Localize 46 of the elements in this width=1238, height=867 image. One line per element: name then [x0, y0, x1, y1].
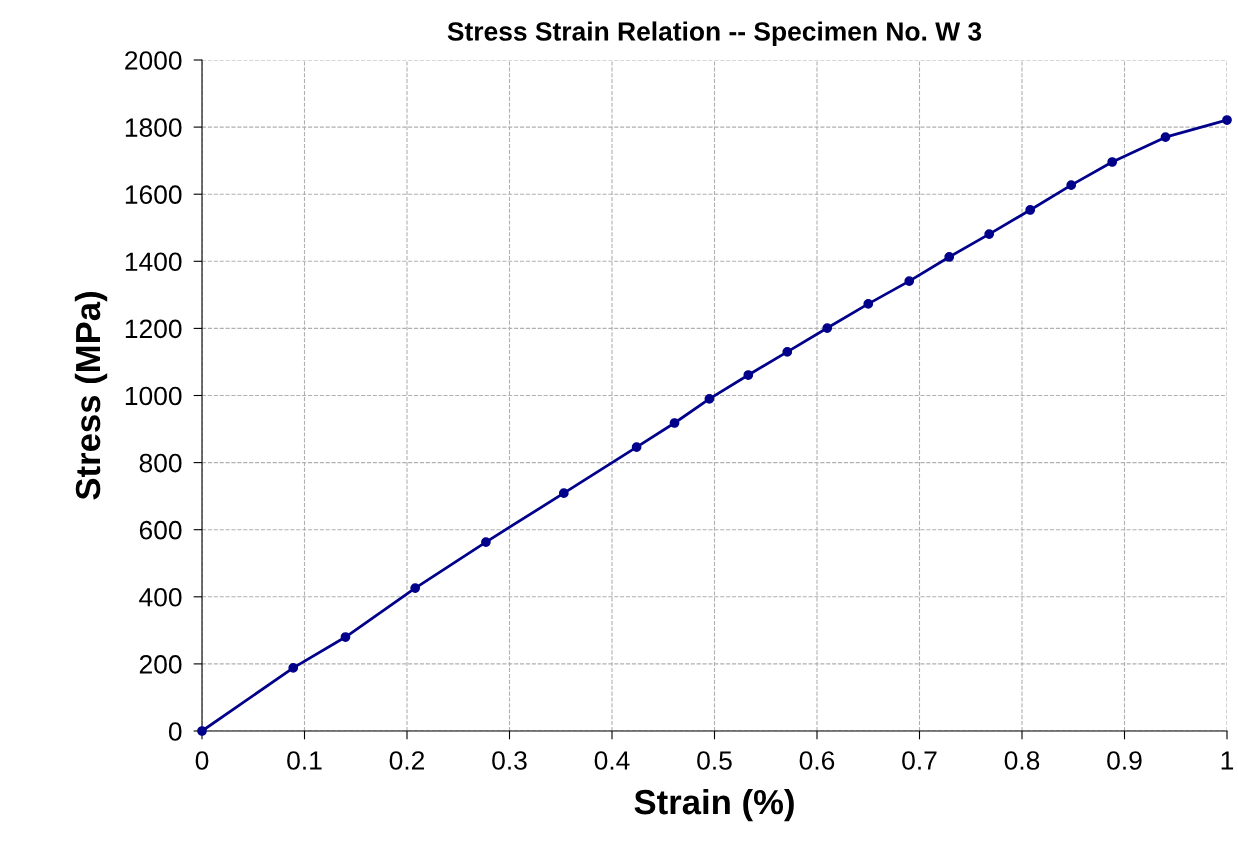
- x-tick-label: 0.4: [594, 751, 630, 770]
- point: [288, 663, 299, 673]
- y-tick-label: 1600: [125, 185, 182, 205]
- point: [822, 323, 833, 333]
- point: [984, 229, 995, 239]
- point: [782, 347, 793, 357]
- point: [558, 488, 569, 498]
- point: [340, 632, 351, 642]
- point: [1160, 132, 1171, 143]
- y-tick-label: 800: [139, 453, 182, 473]
- y-tick-label: 1800: [125, 118, 182, 137]
- x-tick-label: 0.9: [1107, 751, 1142, 770]
- x-tick-label: 0.3: [492, 751, 527, 770]
- point: [1222, 115, 1232, 125]
- y-tick-label: 600: [139, 520, 182, 540]
- point: [631, 442, 642, 453]
- y-tick-label: 1000: [125, 386, 182, 406]
- y-tick-label: 2000: [125, 51, 182, 70]
- y-tick-label: 1200: [125, 319, 182, 339]
- point: [1066, 180, 1077, 191]
- x-axis-title: Strain (%): [634, 788, 794, 822]
- x-tick-label: 0: [195, 751, 209, 770]
- x-tick-label: 0.5: [697, 751, 732, 770]
- y-tick-label: 1400: [125, 252, 182, 272]
- point: [481, 537, 491, 547]
- point: [863, 299, 874, 309]
- x-tick-label: 0.8: [1004, 751, 1040, 770]
- chart-title: Stress Strain Relation -- Specimen No. W 3: [447, 21, 982, 47]
- point: [669, 418, 680, 428]
- y-tick-label: 200: [139, 655, 182, 674]
- x-tick-label: 0.6: [799, 751, 835, 770]
- point: [944, 252, 955, 262]
- point: [197, 726, 207, 736]
- x-tick-label: 1: [1221, 751, 1234, 770]
- y-tick-label: 400: [139, 587, 182, 607]
- point: [410, 583, 421, 593]
- point: [904, 276, 915, 286]
- point: [1107, 157, 1118, 167]
- y-axis-title: Stress (MPa): [74, 292, 108, 500]
- y-tick-label: 0: [168, 722, 182, 741]
- x-tick-label: 0.1: [287, 751, 322, 770]
- x-tick-label: 0.2: [389, 751, 425, 770]
- point: [743, 370, 754, 380]
- point: [1025, 205, 1036, 215]
- point: [704, 393, 715, 404]
- x-tick-label: 0.7: [902, 751, 937, 770]
